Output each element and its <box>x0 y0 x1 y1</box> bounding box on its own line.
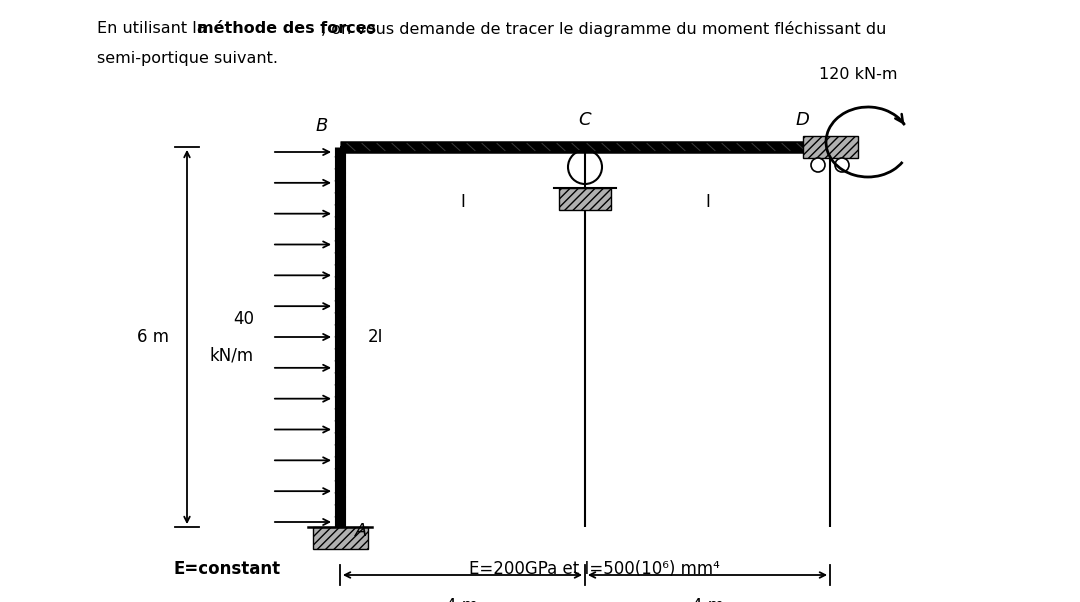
Text: méthode des forces: méthode des forces <box>197 21 376 36</box>
Text: E=constant: E=constant <box>173 560 281 578</box>
Text: semi-portique suivant.: semi-portique suivant. <box>97 51 279 66</box>
Text: 40: 40 <box>233 310 254 328</box>
Text: C: C <box>579 111 592 129</box>
Text: 6 m: 6 m <box>137 328 168 346</box>
Bar <box>312 527 367 549</box>
Text: En utilisant la: En utilisant la <box>97 21 212 36</box>
Text: kN/m: kN/m <box>210 346 254 364</box>
Text: , on vous demande de tracer le diagramme du moment fléchissant du: , on vous demande de tracer le diagramme… <box>321 21 886 37</box>
Text: 4 m: 4 m <box>446 597 478 602</box>
Text: I: I <box>705 193 710 211</box>
Text: 120 kN-m: 120 kN-m <box>819 67 897 82</box>
Bar <box>802 136 858 158</box>
Text: E=200GPa et I=500(10⁶) mm⁴: E=200GPa et I=500(10⁶) mm⁴ <box>469 560 719 578</box>
Bar <box>559 188 611 210</box>
Text: B: B <box>315 117 328 135</box>
Circle shape <box>811 158 825 172</box>
Circle shape <box>835 158 849 172</box>
Text: 2I: 2I <box>368 328 383 346</box>
Text: A: A <box>355 522 367 540</box>
Text: D: D <box>795 111 809 129</box>
Text: I: I <box>460 193 464 211</box>
Text: 4 m: 4 m <box>691 597 724 602</box>
